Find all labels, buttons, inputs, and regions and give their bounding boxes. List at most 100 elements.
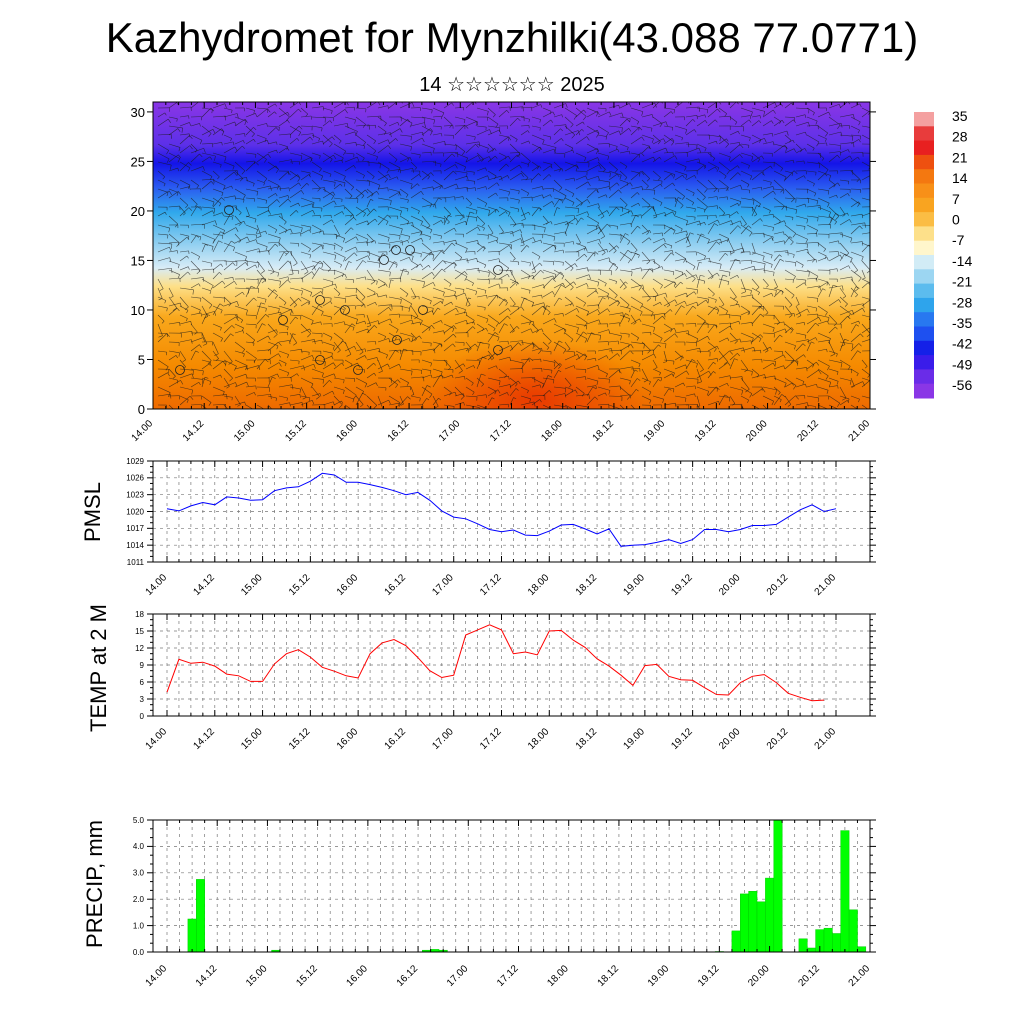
wind-barbs: [157, 102, 870, 409]
color-legend-band: [914, 326, 934, 342]
x-tick-label: 16.12: [386, 418, 412, 444]
x-tick-label: 19.12: [669, 726, 695, 752]
color-legend-band: [914, 355, 934, 370]
color-legend-band: [914, 383, 934, 399]
color-legend-label: -35: [952, 315, 972, 331]
y-tick-label: 1014: [126, 541, 144, 550]
precip-bar: [756, 901, 766, 953]
x-tick-label: 17.12: [478, 726, 504, 752]
color-legend-label: 0: [952, 212, 960, 228]
y-tick-label: 15: [131, 253, 145, 268]
precip-bar: [765, 877, 775, 953]
cross-section-panel: 0 5 10 15 20 25 30 14.00 14.12 15.00 15.12 16.00 16…: [130, 101, 876, 444]
x-tick-label: 16.00: [335, 726, 361, 752]
x-tick-label: 19.12: [669, 572, 695, 598]
x-tick-label: 20.12: [796, 963, 822, 989]
y-tick-label: 18: [135, 610, 144, 619]
x-tick-label: 20.12: [795, 418, 821, 444]
y-tick-label: 3.0: [133, 869, 145, 878]
y-tick-label: 2.0: [133, 895, 145, 904]
y-tick-label: 1017: [126, 524, 144, 533]
chart-subtitle: 14 ☆☆☆☆☆☆ 2025: [419, 74, 605, 96]
precip-bar: [798, 938, 808, 953]
y-tick-label: 1026: [126, 474, 144, 483]
x-tick-label: 20.12: [765, 726, 791, 752]
y-tick-label: 1029: [126, 457, 144, 466]
x-tick-label: 17.00: [430, 572, 456, 598]
x-tick-label: 14.12: [181, 418, 207, 444]
precip-y-label: PRECIP, mm: [82, 820, 107, 948]
color-legend-label: 14: [952, 170, 968, 186]
x-tick-label: 19.00: [646, 963, 672, 989]
precip-bar: [773, 819, 783, 953]
x-tick-label: 15.12: [287, 726, 313, 752]
color-legend-band: [914, 140, 934, 156]
x-tick-label: 21.00: [847, 418, 873, 444]
x-tick-label: 20.00: [717, 726, 743, 752]
x-tick-label: 19.00: [642, 418, 668, 444]
x-tick-label: 16.00: [335, 572, 361, 598]
y-tick-label: 1020: [126, 507, 144, 516]
x-tick-label: 17.12: [495, 963, 521, 989]
color-legend-band: [914, 183, 934, 199]
color-legend-band: [914, 283, 934, 299]
color-legend-band: [914, 126, 934, 142]
x-tick-label: 15.00: [244, 963, 270, 989]
x-tick-label: 14.00: [144, 572, 170, 598]
x-tick-label: 15.12: [283, 418, 309, 444]
x-tick-label: 18.00: [539, 418, 565, 444]
x-tick-label: 21.00: [813, 726, 839, 752]
color-legend-label: -7: [952, 232, 965, 248]
y-tick-label: 10: [131, 303, 145, 318]
y-tick-label: 30: [131, 105, 145, 120]
precip-bar: [806, 947, 816, 953]
x-tick-label: 17.12: [488, 418, 514, 444]
precip-bar: [832, 933, 841, 953]
x-tick-label: 14.00: [144, 963, 170, 989]
x-tick-label: 20.00: [744, 418, 770, 444]
color-legend-band: [914, 169, 934, 184]
x-tick-label: 18.12: [574, 572, 600, 598]
x-tick-label: 16.12: [383, 572, 409, 598]
color-legend-band: [914, 212, 934, 227]
x-tick-label: 15.12: [294, 963, 320, 989]
x-tick-label: 21.00: [847, 963, 873, 989]
precip-bar: [848, 909, 858, 953]
x-tick-label: 18.00: [526, 726, 552, 752]
color-legend-band: [914, 369, 934, 385]
x-tick-label: 20.00: [717, 572, 743, 598]
color-legend-label: 28: [952, 129, 968, 145]
color-legend-band: [914, 226, 934, 242]
x-tick-label: 14.12: [194, 963, 220, 989]
temp-panel: 0 3 6 9 12 15 18 14.00 14.12 15.00 15.12 16.00 16.1…: [86, 604, 876, 752]
x-tick-label: 15.00: [232, 418, 258, 444]
x-tick-label: 14.12: [191, 572, 217, 598]
x-tick-label: 17.12: [478, 572, 504, 598]
x-tick-label: 15.12: [287, 572, 313, 598]
x-tick-label: 16.12: [395, 963, 421, 989]
precip-bar: [740, 893, 749, 953]
precip-bar: [840, 830, 850, 953]
x-tick-label: 18.00: [545, 963, 571, 989]
x-tick-label: 15.00: [239, 726, 265, 752]
color-legend-band: [914, 255, 934, 270]
x-tick-label: 16.12: [383, 726, 409, 752]
precip-y-axis: 0.0 1.0 2.0 3.0 4.0 5.0: [133, 816, 876, 957]
temp-x-axis: 14.00 14.12 15.00 15.12 16.00 16.12 17.00 17.12…: [144, 614, 839, 752]
color-legend: 35 28 21 14 7 0 -7 -14 -21 -28 -35 -42 -49 -56: [914, 108, 972, 399]
color-legend-label: 7: [952, 191, 960, 207]
chart-title: Kazhydromet for Mynzhilki(43.088 77.0771…: [105, 14, 919, 61]
y-tick-label: 15: [135, 627, 144, 636]
y-tick-label: 12: [135, 644, 144, 653]
color-legend-label: -42: [952, 336, 972, 352]
temp-y-label: TEMP at 2 M: [86, 604, 111, 732]
y-tick-label: 5.0: [133, 816, 145, 825]
color-legend-band: [914, 340, 934, 356]
pmsl-panel: 1011 1014 1017 1020 1023 1026 1029 14.00 14.12 1…: [80, 457, 876, 598]
pmsl-series-line: [166, 472, 837, 547]
x-tick-label: 20.00: [746, 963, 772, 989]
x-tick-label: 18.00: [526, 572, 552, 598]
color-legend-label: -56: [952, 377, 972, 393]
x-tick-label: 14.12: [191, 726, 217, 752]
precip-bars: [187, 819, 867, 953]
